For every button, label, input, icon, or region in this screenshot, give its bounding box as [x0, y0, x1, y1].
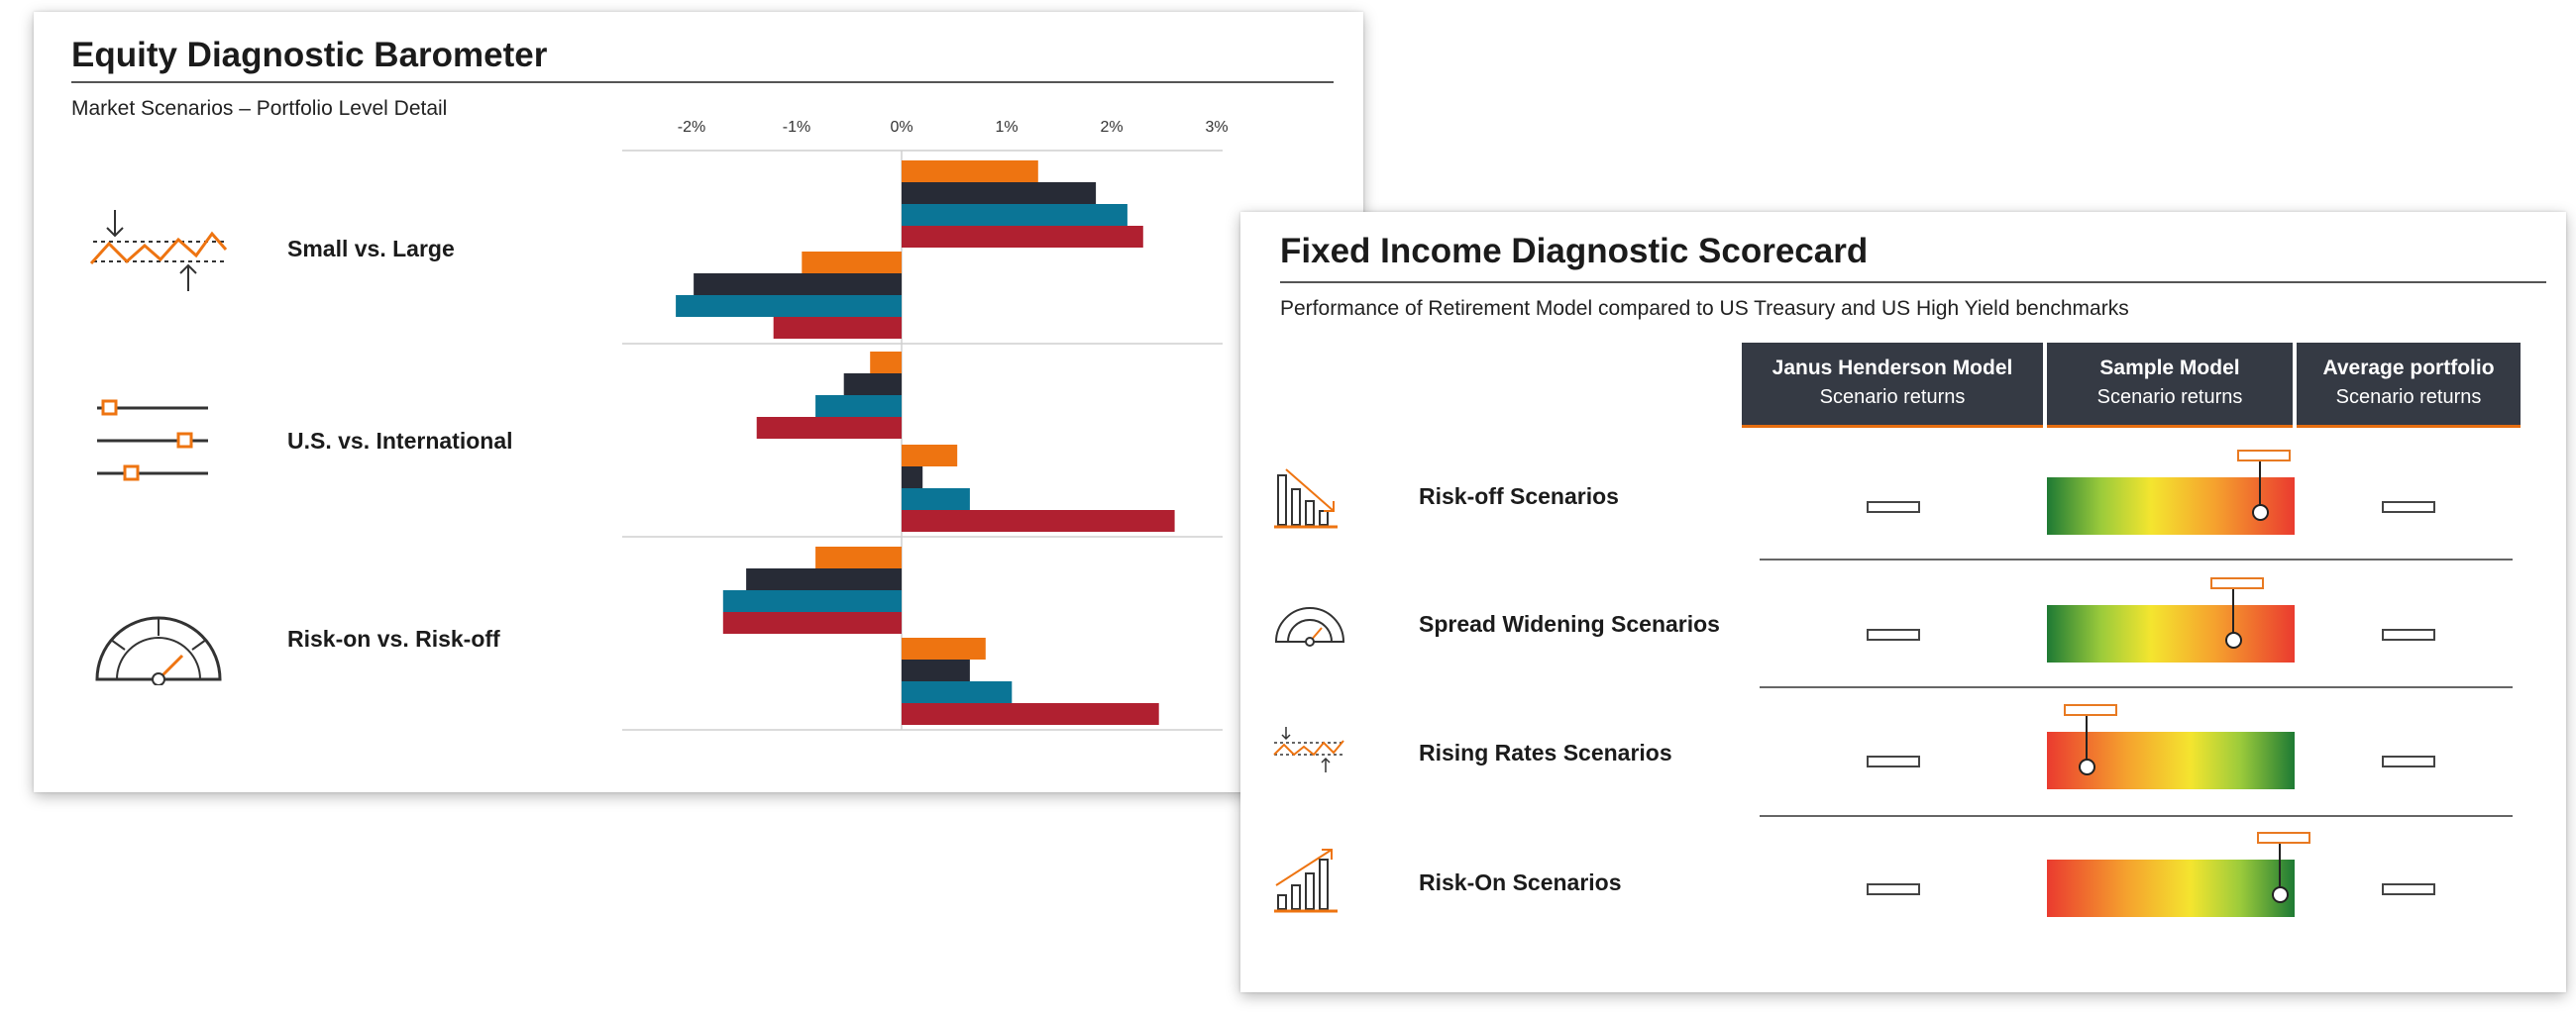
equity-row-label: U.S. vs. International	[287, 428, 513, 454]
bar	[802, 252, 902, 273]
x-axis-tick-label: -1%	[782, 119, 811, 136]
equity-diagnostic-card: Equity Diagnostic Barometer Market Scena…	[34, 12, 1363, 792]
bar	[870, 352, 902, 373]
scorecard-marker-stem	[2231, 589, 2234, 641]
row-divider	[1760, 559, 2513, 561]
scenario-row-label: Risk-On Scenarios	[1419, 869, 1622, 895]
bar	[902, 226, 1143, 248]
average-return-placeholder	[2382, 629, 2435, 641]
declining-bars-icon	[1274, 468, 1338, 529]
column-header-subtitle: Scenario returns	[2096, 386, 2243, 408]
bar	[722, 590, 902, 612]
average-return-placeholder	[2382, 501, 2435, 513]
bar	[676, 295, 902, 317]
bar	[902, 510, 1175, 532]
scorecard-marker-stem	[2279, 844, 2281, 895]
bar	[902, 703, 1159, 725]
equity-card-subtitle: Market Scenarios – Portfolio Level Detai…	[71, 97, 448, 120]
bar	[902, 445, 958, 466]
scorecard-marker-dot	[2224, 632, 2242, 649]
bar	[902, 160, 1038, 182]
bar	[756, 417, 902, 439]
janus-return-placeholder	[1867, 629, 1920, 641]
scorecard-marker-stem	[2086, 716, 2088, 767]
bar	[694, 273, 902, 295]
scorecard-marker-flag	[2237, 450, 2291, 461]
average-return-placeholder	[2382, 756, 2435, 767]
fixed-income-card-subtitle: Performance of Retirement Model compared…	[1280, 297, 2129, 320]
x-axis-tick-label: -2%	[677, 119, 706, 136]
scorecard-marker-flag	[2257, 832, 2310, 844]
x-axis-tick-label: 1%	[995, 119, 1019, 136]
bar	[902, 681, 1013, 703]
column-header-janus-henderson: Janus Henderson Model Scenario returns	[1742, 343, 2043, 428]
janus-return-placeholder	[1867, 501, 1920, 513]
scenario-row-label: Spread Widening Scenarios	[1419, 611, 1720, 637]
x-axis-tick-label: 3%	[1205, 119, 1229, 136]
column-header-subtitle: Scenario returns	[1819, 386, 1966, 408]
column-header-sample-model: Sample Model Scenario returns	[2047, 343, 2293, 428]
market-swing-icon	[89, 210, 228, 291]
bar	[815, 395, 902, 417]
bar	[902, 204, 1127, 226]
scenario-row-label: Rising Rates Scenarios	[1419, 740, 1672, 766]
bar	[902, 488, 970, 510]
slider-controls-icon	[97, 399, 208, 481]
bar	[902, 182, 1097, 204]
janus-return-placeholder	[1867, 883, 1920, 895]
x-axis-tick-label: 0%	[890, 119, 913, 136]
column-header-average-portfolio: Average portfolio Scenario returns	[2297, 343, 2521, 428]
scenario-row-label: Risk-off Scenarios	[1419, 483, 1619, 509]
scorecard-marker-stem	[2259, 461, 2261, 513]
column-header-title: Janus Henderson Model	[1771, 357, 2013, 379]
bar	[722, 612, 902, 634]
gauge-icon	[1274, 607, 1345, 647]
scorecard-marker-dot	[2272, 886, 2289, 903]
fixed-income-card-title: Fixed Income Diagnostic Scorecard	[1280, 232, 1869, 270]
row-divider	[1760, 815, 2513, 817]
scorecard-marker-dot	[2079, 759, 2095, 775]
average-return-placeholder	[2382, 883, 2435, 895]
row-divider	[1760, 686, 2513, 688]
column-header-title: Sample Model	[2099, 357, 2240, 379]
rising-bars-icon	[1274, 849, 1338, 913]
scorecard-gradient-bar	[2047, 860, 2295, 917]
equity-row-label: Risk-on vs. Risk-off	[287, 626, 500, 652]
equity-bar-chart	[622, 150, 1223, 731]
scorecard-gradient-bar	[2047, 605, 2295, 663]
column-header-title: Average portfolio	[2322, 357, 2495, 379]
bar	[902, 660, 970, 681]
bar	[815, 547, 902, 568]
gauge-icon	[95, 616, 222, 685]
equity-card-title: Equity Diagnostic Barometer	[71, 36, 548, 74]
bar	[902, 466, 923, 488]
bar	[773, 317, 902, 339]
fixed-income-scorecard-card: Fixed Income Diagnostic Scorecard Perfor…	[1240, 212, 2566, 992]
column-header-subtitle: Scenario returns	[2335, 386, 2482, 408]
scorecard-marker-flag	[2209, 577, 2264, 589]
fixed-income-title-divider	[1280, 281, 2546, 283]
scorecard-marker-dot	[2252, 504, 2269, 521]
bar	[746, 568, 902, 590]
market-swing-icon	[1273, 727, 1345, 772]
bar	[902, 638, 986, 660]
bar	[843, 373, 902, 395]
x-axis-tick-label: 2%	[1100, 119, 1124, 136]
scorecard-marker-flag	[2064, 704, 2117, 716]
equity-title-divider	[71, 81, 1334, 83]
equity-row-label: Small vs. Large	[287, 236, 455, 261]
janus-return-placeholder	[1867, 756, 1920, 767]
